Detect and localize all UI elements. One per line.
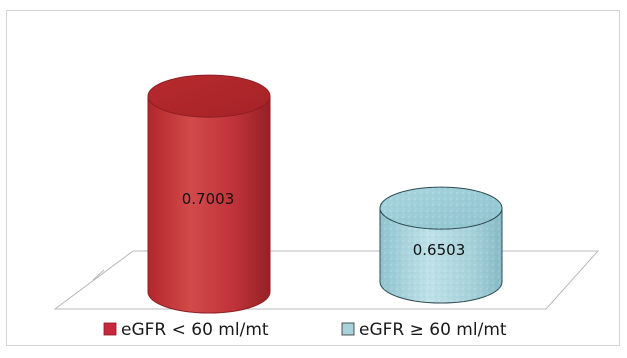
legend-swatch-1 xyxy=(341,322,355,336)
legend-label-0: eGFR < 60 ml/mt xyxy=(121,320,269,340)
bar-top-texture-1 xyxy=(380,187,502,230)
bar-0: 0.7003 xyxy=(147,74,271,314)
bars-group: 0.7003 0.6503 xyxy=(147,74,503,314)
bar-texture-1 xyxy=(380,208,502,303)
plot-floor xyxy=(53,250,600,310)
legend-label-1: eGFR ≥ 60 ml/mt xyxy=(359,320,507,340)
data-label-0: 0.7003 xyxy=(182,190,235,208)
legend: eGFR < 60 ml/mt eGFR ≥ 60 ml/mt xyxy=(103,320,507,340)
bar-top-0 xyxy=(147,74,271,118)
legend-swatch-0 xyxy=(103,322,117,336)
bar-1: 0.6503 xyxy=(379,186,503,304)
data-label-1: 0.6503 xyxy=(413,241,466,259)
